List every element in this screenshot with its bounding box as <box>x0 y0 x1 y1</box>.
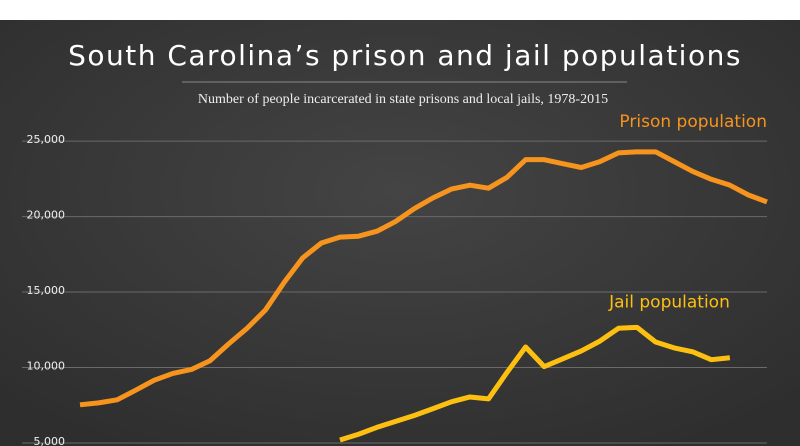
background <box>0 20 800 446</box>
chart-title: South Carolina’s prison and jail populat… <box>68 39 742 72</box>
series-label: Jail population <box>608 293 730 313</box>
series-line <box>339 324 731 443</box>
y-tick-label: 25,000 <box>27 133 66 146</box>
y-tick-label: 10,000 <box>27 360 66 373</box>
y-tick-label: 5,000 <box>34 435 66 446</box>
chart-subtitle: Number of people incarcerated in state p… <box>198 92 608 107</box>
y-tick-label: 20,000 <box>27 209 66 222</box>
y-tick-label: 15,000 <box>27 284 66 297</box>
series-label: Prison population <box>619 112 767 132</box>
series-line <box>79 149 768 408</box>
